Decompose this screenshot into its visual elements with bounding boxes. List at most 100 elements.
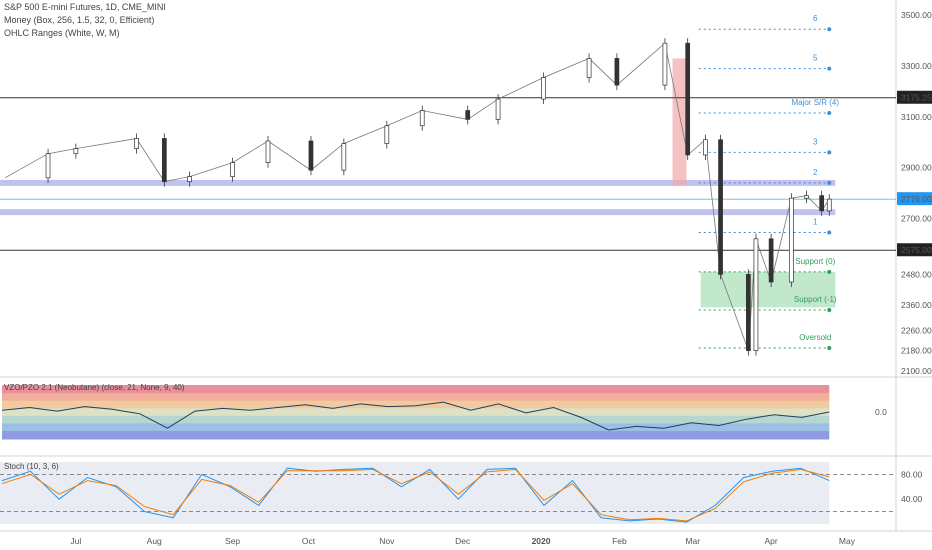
time-tick-label: Dec: [455, 536, 471, 546]
price-candle: [753, 238, 759, 351]
oscillator-pane[interactable]: [1, 385, 830, 440]
resistance-band: [0, 179, 836, 186]
stoch-tick-label: 40.00: [901, 494, 923, 504]
price-candle: [187, 176, 192, 182]
target-level-label: 5: [813, 54, 818, 63]
price-candle: [73, 148, 79, 155]
price-candle: [161, 138, 167, 182]
legend-stochastic: Stoch (10, 3, 6): [4, 462, 59, 471]
price-tick-label: 3100.00: [901, 112, 932, 122]
price-series-line: [4, 42, 830, 351]
target-level-label: 1: [813, 217, 818, 226]
target-level-marker: [827, 269, 832, 274]
oscillator-zero-label: 0.0: [875, 407, 887, 417]
target-level-label: Support (-1): [794, 295, 837, 304]
target-level-label: Major S/R (4): [791, 98, 839, 107]
time-axis[interactable]: Jul Aug Sep Oct Nov Dec 2020 Feb Mar Apr May: [70, 536, 855, 546]
time-tick-label: Feb: [612, 536, 627, 546]
oscillator-band: [2, 431, 830, 440]
legend-indicator2: OHLC Ranges (White, W, M): [4, 28, 120, 38]
price-tick-label: 3500.00: [901, 10, 932, 20]
price-candle: [768, 238, 774, 283]
legend-symbol: S&P 500 E-mini Futures, 1D, CME_MINI: [4, 2, 166, 12]
price-candle: [804, 195, 809, 199]
price-candle: [685, 42, 691, 156]
price-candle: [614, 58, 620, 86]
price-badge: [897, 243, 932, 257]
target-level-label: 3: [813, 137, 818, 146]
price-tick-label: 2100.00: [901, 366, 932, 376]
time-tick-label: Sep: [225, 536, 240, 546]
price-tick-label: 2700.00: [901, 213, 932, 223]
price-candle: [384, 125, 390, 144]
price-candle: [134, 138, 139, 149]
target-level-marker: [827, 111, 832, 116]
price-tick-label: 3300.00: [901, 61, 932, 71]
stoch-background: [0, 462, 830, 524]
legend-indicator1: Money (Box, 256, 1.5, 32, 0, Efficient): [4, 15, 154, 25]
price-tick-label: 2180.00: [901, 346, 932, 356]
time-tick-label: Mar: [685, 536, 700, 546]
price-candle: [230, 162, 235, 177]
resistance-band: [0, 209, 836, 216]
price-candle: [495, 98, 501, 120]
price-tick-label: 2260.00: [901, 325, 932, 335]
stoch-tick-label: 80.00: [901, 469, 923, 479]
price-candle: [826, 198, 832, 212]
oscillator-band: [2, 392, 830, 401]
price-badge: [897, 90, 932, 104]
target-level-marker: [827, 150, 832, 155]
time-tick-label: Nov: [379, 536, 395, 546]
price-candle: [341, 143, 347, 171]
price-candle: [586, 58, 592, 78]
oscillator-band: [2, 400, 830, 409]
price-tick-label: 2360.00: [901, 300, 932, 310]
price-candle: [541, 77, 546, 100]
price-candle: [662, 42, 668, 86]
price-candle: [718, 139, 723, 275]
target-level-marker: [827, 180, 832, 185]
price-candle: [746, 274, 751, 351]
time-tick-label: Jul: [70, 536, 81, 546]
time-tick-label: 2020: [532, 536, 551, 546]
price-candle: [419, 110, 425, 127]
target-level-label: Oversold: [799, 333, 831, 342]
target-level-label: 2: [813, 168, 818, 177]
price-candle: [703, 139, 708, 156]
legend-oscillator: VZO/PZO 2.1 (Neobutane) (close, 21, None…: [4, 383, 185, 392]
time-tick-label: May: [839, 536, 856, 546]
price-pane[interactable]: 6 5 Major S/R (4) 3 2 1 Support (0) Support (-1…: [0, 14, 896, 356]
target-level-label: 6: [813, 14, 818, 23]
target-level-marker: [827, 307, 832, 312]
price-tick-label: 2575.00: [901, 245, 932, 255]
support-box: [700, 271, 836, 308]
price-tick-label: 2900.00: [901, 163, 932, 173]
target-level-marker: [827, 346, 832, 351]
price-candle: [465, 110, 471, 120]
target-level-marker: [827, 66, 832, 71]
price-candle: [819, 195, 825, 212]
price-candle: [45, 153, 51, 179]
target-level-marker: [827, 230, 832, 235]
oscillator-band: [2, 415, 830, 425]
target-level-label: Support (0): [795, 257, 835, 266]
price-tick-label: 2480.00: [901, 269, 932, 279]
target-level-marker: [827, 27, 832, 32]
price-candle: [788, 197, 794, 283]
stochastic-pane[interactable]: [0, 462, 896, 524]
price-candle: [308, 140, 314, 171]
price-tick-label: 2776.00: [901, 194, 932, 204]
price-badge: [897, 192, 932, 206]
red-range-box: [672, 58, 687, 186]
time-tick-label: Apr: [764, 536, 777, 546]
oscillator-band: [2, 423, 830, 432]
time-tick-label: Oct: [302, 536, 316, 546]
price-axis[interactable]: 2100.00 2180.00 2260.00 2360.00 2480.00 2575.…: [897, 10, 932, 504]
price-candle: [265, 140, 271, 163]
price-tick-label: 3175.25: [901, 93, 932, 103]
oscillator-line: [1, 401, 830, 431]
oscillator-band: [2, 385, 830, 394]
stoch-d-line: [1, 468, 830, 522]
